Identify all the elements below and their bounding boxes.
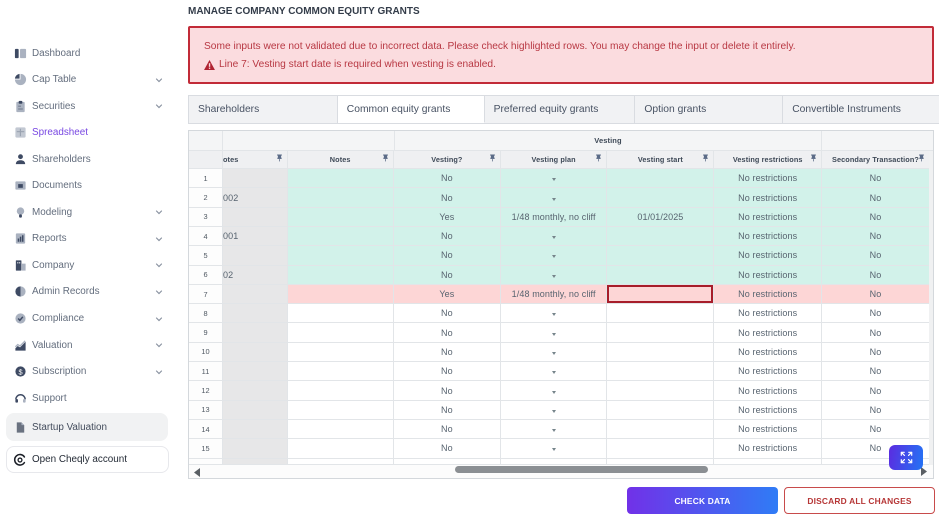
svg-text:$: $: [18, 367, 22, 376]
